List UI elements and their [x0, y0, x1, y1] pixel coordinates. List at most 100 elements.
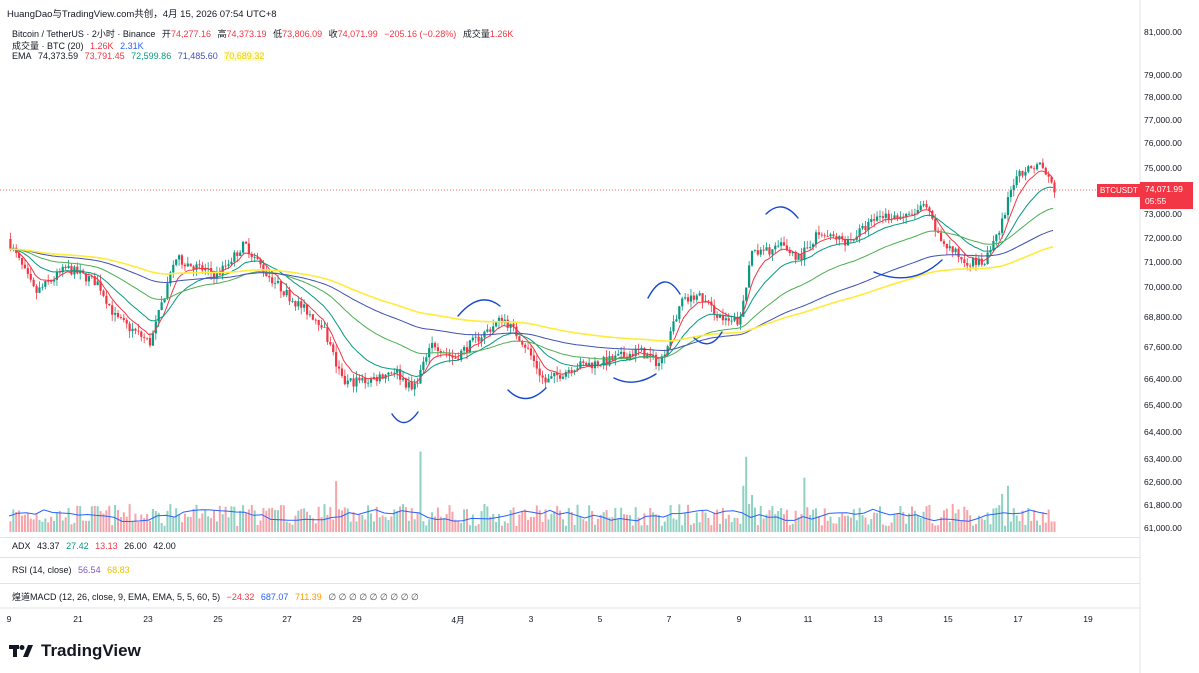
candle-body	[244, 241, 248, 244]
price-tick-label: 73,000.00	[1144, 209, 1182, 219]
tradingview-logo[interactable]: TradingView	[9, 641, 141, 661]
candle-body	[992, 240, 995, 251]
candle-body	[137, 330, 140, 332]
ema-value-5: 70,689.32	[224, 51, 265, 61]
volume-bar	[96, 506, 99, 532]
ema-value-3: 72,599.86	[131, 51, 172, 61]
pane-divider[interactable]	[0, 583, 1140, 584]
volume-bar	[559, 510, 562, 532]
candle-body	[526, 347, 530, 349]
candle-body	[512, 323, 515, 327]
candle-body	[797, 254, 800, 260]
ema-legend[interactable]: EMA 74,373.59 73,791.45 72,599.86 71,485…	[12, 51, 268, 61]
candle-body	[148, 337, 152, 346]
candle-body	[544, 377, 547, 383]
candle-body	[352, 378, 355, 387]
volume-bar	[250, 504, 253, 532]
candle-body	[175, 259, 178, 265]
time-tick-label: 4月	[451, 615, 465, 625]
volume-bar	[18, 510, 21, 532]
volume-bar	[477, 524, 480, 532]
volume-bar	[643, 513, 646, 532]
candle-body	[428, 348, 431, 358]
candle-body	[1009, 190, 1012, 198]
volume-bar	[413, 519, 416, 532]
candle-body	[995, 234, 998, 241]
volume-bar	[55, 512, 58, 532]
volume-bar	[847, 515, 849, 532]
pane-divider[interactable]	[0, 557, 1140, 558]
candle-body	[317, 319, 320, 326]
volume-bar	[817, 515, 820, 532]
volume-bar	[524, 509, 527, 532]
candle-body	[468, 340, 472, 353]
candle-body	[774, 245, 777, 250]
candle-body	[506, 319, 509, 328]
candle-body	[268, 276, 271, 278]
volume-bar	[721, 507, 724, 532]
volume-bar	[378, 517, 381, 532]
volume-bar	[713, 512, 716, 532]
candle-body	[369, 379, 373, 383]
volume-bar	[812, 509, 815, 532]
candle-body	[826, 235, 829, 237]
volume-bar	[149, 520, 151, 532]
volume-legend[interactable]: 成交量 · BTC (20) 1.26K 2.31K	[12, 39, 148, 52]
candle-body	[407, 382, 410, 388]
candle-body	[570, 370, 573, 373]
candle-body	[640, 347, 643, 350]
volume-bar	[489, 516, 492, 532]
candle-body	[183, 264, 186, 267]
volume-bar	[506, 523, 509, 532]
candle-body	[204, 268, 207, 271]
volume-bar	[640, 525, 643, 532]
candle-body	[23, 264, 27, 269]
volume-bar	[896, 513, 899, 532]
volume-bar	[160, 523, 163, 532]
volume-bars	[8, 451, 1056, 532]
candle-body	[486, 329, 489, 332]
ohlc-legend[interactable]: Bitcoin / TetherUS · 2小时 · Binance 开74,2…	[12, 27, 517, 40]
candle-body	[239, 252, 242, 256]
volume-bar	[887, 525, 890, 532]
volume-bar	[390, 516, 393, 532]
volume-bar	[503, 521, 506, 532]
volume-bar	[881, 524, 884, 532]
candle-body	[771, 249, 774, 255]
candle-body	[276, 280, 280, 283]
candle-body	[279, 280, 282, 292]
volume-bar	[85, 520, 88, 532]
candle-body	[832, 234, 835, 237]
volume-bar	[736, 518, 739, 532]
candle-body	[803, 247, 806, 261]
adx-legend[interactable]: ADX 43.37 27.42 13.13 26.00 42.00	[12, 541, 180, 551]
candle-body	[841, 236, 844, 240]
volume-bar	[727, 514, 730, 532]
macd-legend[interactable]: 煌道MACD (12, 26, close, 9, EMA, EMA, 5, 5…	[12, 590, 423, 603]
volume-bar	[777, 510, 780, 532]
price-tick-label: 61,000.00	[1144, 523, 1182, 533]
candle-body	[794, 251, 797, 260]
volume-bar	[617, 518, 620, 532]
candle-body	[76, 266, 79, 274]
candle-body	[96, 281, 99, 286]
candle-body	[108, 303, 111, 306]
volume-bar	[393, 509, 396, 532]
volume-bar	[498, 514, 500, 532]
volume-bar	[858, 507, 861, 532]
candle-body	[989, 250, 992, 253]
volume-bar	[951, 504, 954, 532]
volume-bar	[131, 521, 134, 532]
volume-bar	[809, 515, 812, 532]
rsi-legend[interactable]: RSI (14, close) 56.54 68.83	[12, 565, 134, 575]
volume-bar	[1033, 510, 1036, 532]
candle-body	[50, 281, 53, 282]
volume-bar	[90, 506, 93, 532]
volume-bar	[166, 510, 169, 532]
candle-body	[809, 247, 812, 248]
candle-body	[282, 291, 285, 296]
pane-divider[interactable]	[0, 537, 1140, 538]
volume-bar	[678, 504, 681, 532]
candle-body	[413, 383, 416, 390]
volume-bar	[253, 510, 256, 532]
